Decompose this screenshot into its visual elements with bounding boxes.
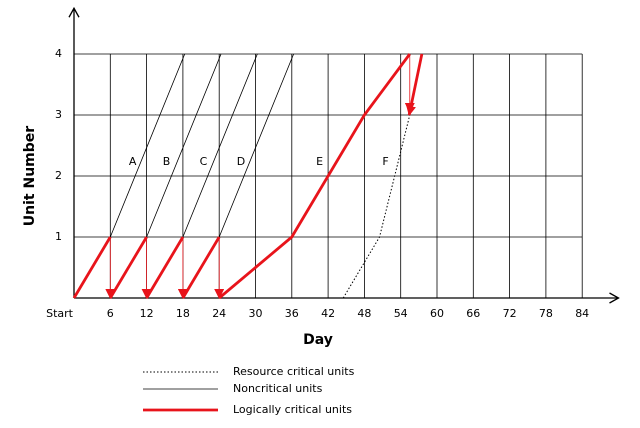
x-tick-label: 60 bbox=[430, 307, 444, 320]
x-tick-label: 12 bbox=[140, 307, 154, 320]
legend-label: Noncritical units bbox=[233, 382, 323, 395]
y-tick-label: 2 bbox=[55, 169, 62, 182]
x-tick-label: 48 bbox=[357, 307, 371, 320]
annotation: C bbox=[200, 155, 208, 168]
x-tick-label: 72 bbox=[503, 307, 517, 320]
y-tick-label: 3 bbox=[55, 108, 62, 121]
x-tick-label: 6 bbox=[107, 307, 114, 320]
series-line bbox=[342, 114, 411, 299]
x-tick-label: 18 bbox=[176, 307, 190, 320]
x-axis-label: Day bbox=[303, 332, 333, 348]
critical-link bbox=[406, 53, 424, 116]
series-line bbox=[109, 53, 294, 238]
legend-label: Logically critical units bbox=[233, 403, 352, 416]
y-tick-label: 1 bbox=[55, 230, 62, 243]
plot-area: A B C D E F bbox=[68, 6, 620, 304]
annotation: D bbox=[237, 155, 245, 168]
y-axis-label: Unit Number bbox=[22, 126, 38, 226]
x-tick-label: 66 bbox=[466, 307, 480, 320]
x-tick-label: 36 bbox=[285, 307, 299, 320]
annotation: B bbox=[163, 155, 171, 168]
series-line bbox=[72, 53, 411, 300]
annotation: E bbox=[316, 155, 323, 168]
x-tick-label: 30 bbox=[249, 307, 263, 320]
x-tick-label: 78 bbox=[539, 307, 553, 320]
x-tick-label: 42 bbox=[321, 307, 335, 320]
annotation: F bbox=[382, 155, 388, 168]
y-tick-label: 4 bbox=[55, 47, 62, 60]
x-tick-label: 54 bbox=[394, 307, 408, 320]
x-tick-label: 84 bbox=[575, 307, 589, 320]
annotation: A bbox=[129, 155, 137, 168]
x-tick-label: Start bbox=[46, 307, 74, 320]
x-tick-label: 24 bbox=[212, 307, 226, 320]
legend-label: Resource critical units bbox=[233, 365, 355, 378]
